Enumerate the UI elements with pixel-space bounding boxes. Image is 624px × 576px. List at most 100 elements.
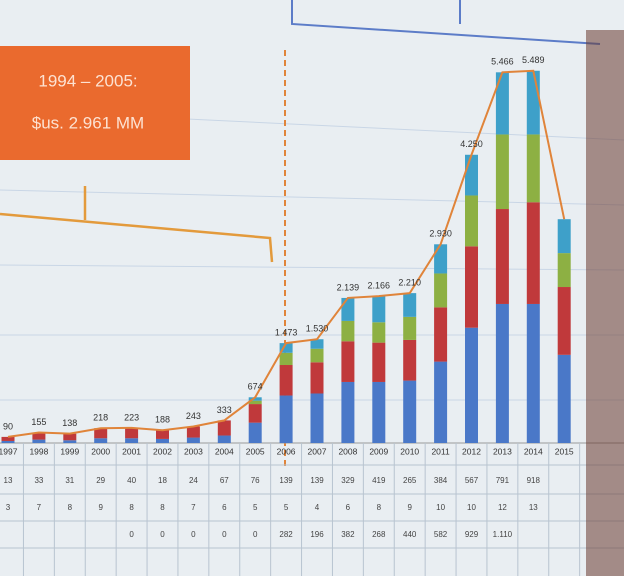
table-cell: 582: [434, 530, 448, 539]
bar-segment: [527, 134, 540, 202]
table-cell: 265: [403, 476, 417, 485]
total-label: 2.166: [368, 280, 391, 290]
table-cell: 8: [160, 503, 165, 512]
bar-segment: [403, 317, 416, 340]
table-cell: 29: [96, 476, 105, 485]
bar-segment: [156, 430, 169, 439]
table-cell: 13: [4, 476, 13, 485]
table-cell: 567: [465, 476, 479, 485]
total-label: 155: [31, 417, 46, 427]
x-tick-label: 2006: [277, 446, 296, 456]
page: {"chart_data": {"type": "bar", "stacked"…: [0, 0, 624, 576]
total-label: 1.473: [275, 327, 298, 337]
table-cell: 791: [496, 476, 510, 485]
total-label: 2.139: [337, 282, 360, 292]
annotation-line: $us. 2.961 MM: [32, 113, 144, 132]
x-tick-label: 2012: [462, 446, 481, 456]
total-label: 138: [62, 418, 77, 428]
bracket: [292, 0, 600, 44]
bar-segment: [249, 404, 262, 423]
bar-segment: [403, 293, 416, 317]
table-cell: 13: [529, 503, 538, 512]
bar-segment: [434, 244, 447, 273]
x-tick-label: 2013: [493, 446, 512, 456]
x-tick-label: 2014: [524, 446, 543, 456]
bar-segment: [465, 328, 478, 443]
bar-segment: [249, 423, 262, 443]
table-cell: 18: [158, 476, 167, 485]
table-cell: 196: [310, 530, 324, 539]
bar-segment: [558, 219, 571, 253]
table-cell: 7: [37, 503, 42, 512]
bar-segment: [2, 441, 15, 443]
bar-segment: [465, 195, 478, 246]
x-tick-label: 2008: [338, 446, 357, 456]
table-cell: 0: [253, 530, 258, 539]
table-cell: 139: [279, 476, 293, 485]
bar-segment: [527, 304, 540, 443]
table-cell: 9: [98, 503, 103, 512]
bar-segment: [527, 202, 540, 304]
x-tick-label: 2003: [184, 446, 203, 456]
bar-segment: [403, 381, 416, 443]
total-label: 2.930: [429, 229, 452, 239]
x-tick-label: 2009: [369, 446, 388, 456]
x-tick-label: 1998: [29, 446, 48, 456]
bar-segment: [218, 420, 231, 435]
bar-segment: [311, 349, 324, 363]
bar-segment: [125, 438, 138, 443]
table-cell: 8: [377, 503, 382, 512]
bar-segment: [372, 343, 385, 382]
table-cell: 419: [372, 476, 386, 485]
x-tick-label: 2010: [400, 446, 419, 456]
total-label: 223: [124, 412, 139, 422]
bar-segment: [341, 298, 354, 321]
bar-segment: [341, 341, 354, 382]
table-cell: 4: [315, 503, 320, 512]
table-cell: 0: [191, 530, 196, 539]
table-cell: 12: [498, 503, 507, 512]
person: [586, 30, 624, 576]
table-cell: 8: [129, 503, 134, 512]
x-tick-label: 1999: [60, 446, 79, 456]
table-cell: 10: [436, 503, 445, 512]
table-cell: 918: [527, 476, 541, 485]
total-label: 674: [248, 382, 263, 392]
x-tick-label: 2001: [122, 446, 141, 456]
bar-segment: [311, 393, 324, 443]
bar-segment: [434, 307, 447, 361]
table-cell: 384: [434, 476, 448, 485]
table-cell: 6: [346, 503, 351, 512]
total-label: 90: [3, 421, 13, 431]
bar-segment: [341, 382, 354, 443]
table-cell: 139: [310, 476, 324, 485]
bar-segment: [280, 365, 293, 396]
table-cell: 282: [279, 530, 293, 539]
bar-segment: [403, 340, 416, 381]
bar-segment: [558, 253, 571, 287]
bar-segment: [341, 321, 354, 341]
table-cell: 5: [284, 503, 289, 512]
x-tick-label: 2015: [555, 446, 574, 456]
bar-segment: [2, 437, 15, 441]
bracket: [0, 186, 272, 262]
annotation-line: 1994 – 2005:: [38, 71, 137, 90]
bar-segment: [527, 71, 540, 135]
bar-segment: [434, 362, 447, 443]
bar-segment: [496, 304, 509, 443]
x-tick-label: 1997: [0, 446, 18, 456]
bar-segment: [125, 428, 138, 438]
table-cell: 9: [407, 503, 412, 512]
total-label: 333: [217, 405, 232, 415]
total-label: 4.250: [460, 139, 483, 149]
table-cell: 329: [341, 476, 355, 485]
x-tick-label: 2004: [215, 446, 234, 456]
bar-segment: [187, 438, 200, 443]
table-cell: 40: [127, 476, 136, 485]
bar-segment: [218, 436, 231, 443]
total-label: 5.466: [491, 57, 514, 67]
bar-segment: [496, 134, 509, 209]
x-tick-label: 2000: [91, 446, 110, 456]
bar-segment: [63, 440, 76, 443]
chart: 1994 – 2005: $us. 2.961 MM 1997 1998 1999 2…: [0, 0, 624, 576]
